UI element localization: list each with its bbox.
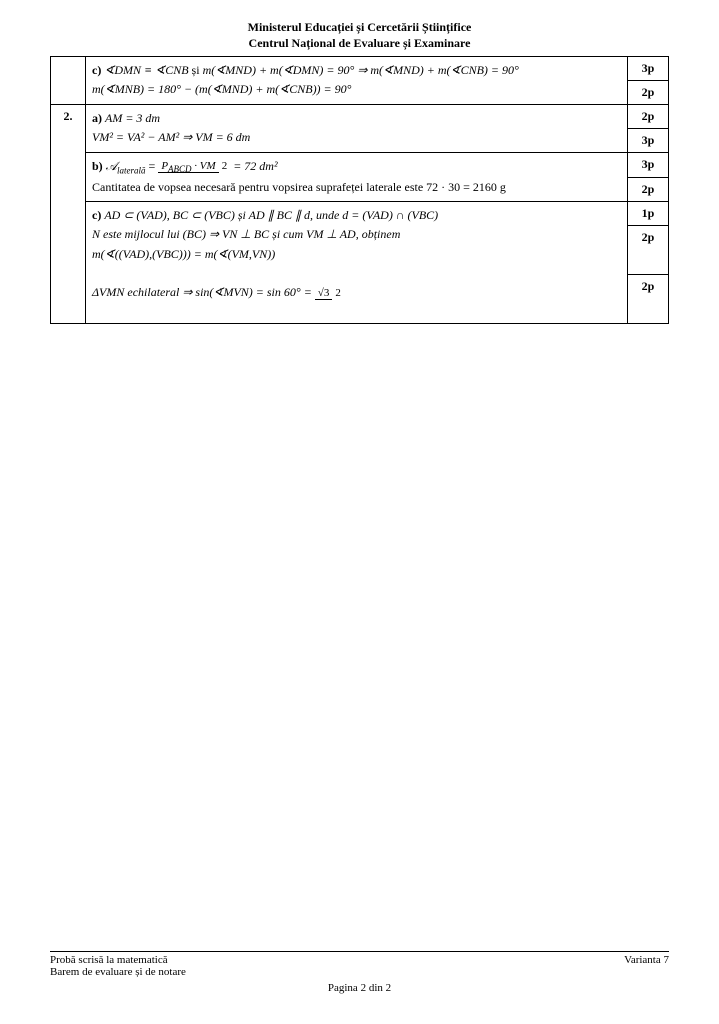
points-cell: 1p <box>628 202 669 226</box>
points-cell: 2p <box>628 226 669 275</box>
header-line1: Ministerul Educației și Cercetării Știin… <box>50 20 669 36</box>
footer-left2: Barem de evaluare și de notare <box>50 966 186 978</box>
page-header: Ministerul Educației și Cercetării Știin… <box>50 20 669 51</box>
cell-content: b) 𝒜laterală = PABCD · VM2 = 72 dm² Cant… <box>86 153 628 202</box>
points-cell: 3p <box>628 153 669 177</box>
cell-content: c) ∢DMN ≡ ∢CNB și m(∢MND) + m(∢DMN) = 90… <box>86 57 628 105</box>
points-cell: 2p <box>628 177 669 201</box>
table-row: c) ∢DMN ≡ ∢CNB și m(∢MND) + m(∢DMN) = 90… <box>51 57 669 81</box>
header-line2: Centrul Național de Evaluare și Examinar… <box>50 36 669 52</box>
cell-content: a) AM = 3 dm VM² = VA² − AM² ⇒ VM = 6 dm <box>86 105 628 153</box>
footer-left1: Probă scrisă la matematică <box>50 954 186 966</box>
page-footer: Probă scrisă la matematică Barem de eval… <box>50 951 669 994</box>
cell-content: c) AD ⊂ (VAD), BC ⊂ (VBC) și AD ∥ BC ∥ d… <box>86 202 628 324</box>
points-cell: 3p <box>628 129 669 153</box>
q-num <box>51 57 86 105</box>
footer-center: Pagina 2 din 2 <box>50 982 669 994</box>
points-cell: 2p <box>628 105 669 129</box>
points-cell: 2p <box>628 275 669 324</box>
grading-table-main: c) ∢DMN ≡ ∢CNB și m(∢MND) + m(∢DMN) = 90… <box>50 56 669 324</box>
q-num: 2. <box>51 105 86 324</box>
points-cell: 3p <box>628 57 669 81</box>
table-row: 2. a) AM = 3 dm VM² = VA² − AM² ⇒ VM = 6… <box>51 105 669 129</box>
footer-right: Varianta 7 <box>624 954 669 978</box>
table-row: c) AD ⊂ (VAD), BC ⊂ (VBC) și AD ∥ BC ∥ d… <box>51 202 669 226</box>
points-cell: 2p <box>628 81 669 105</box>
table-row: b) 𝒜laterală = PABCD · VM2 = 72 dm² Cant… <box>51 153 669 177</box>
